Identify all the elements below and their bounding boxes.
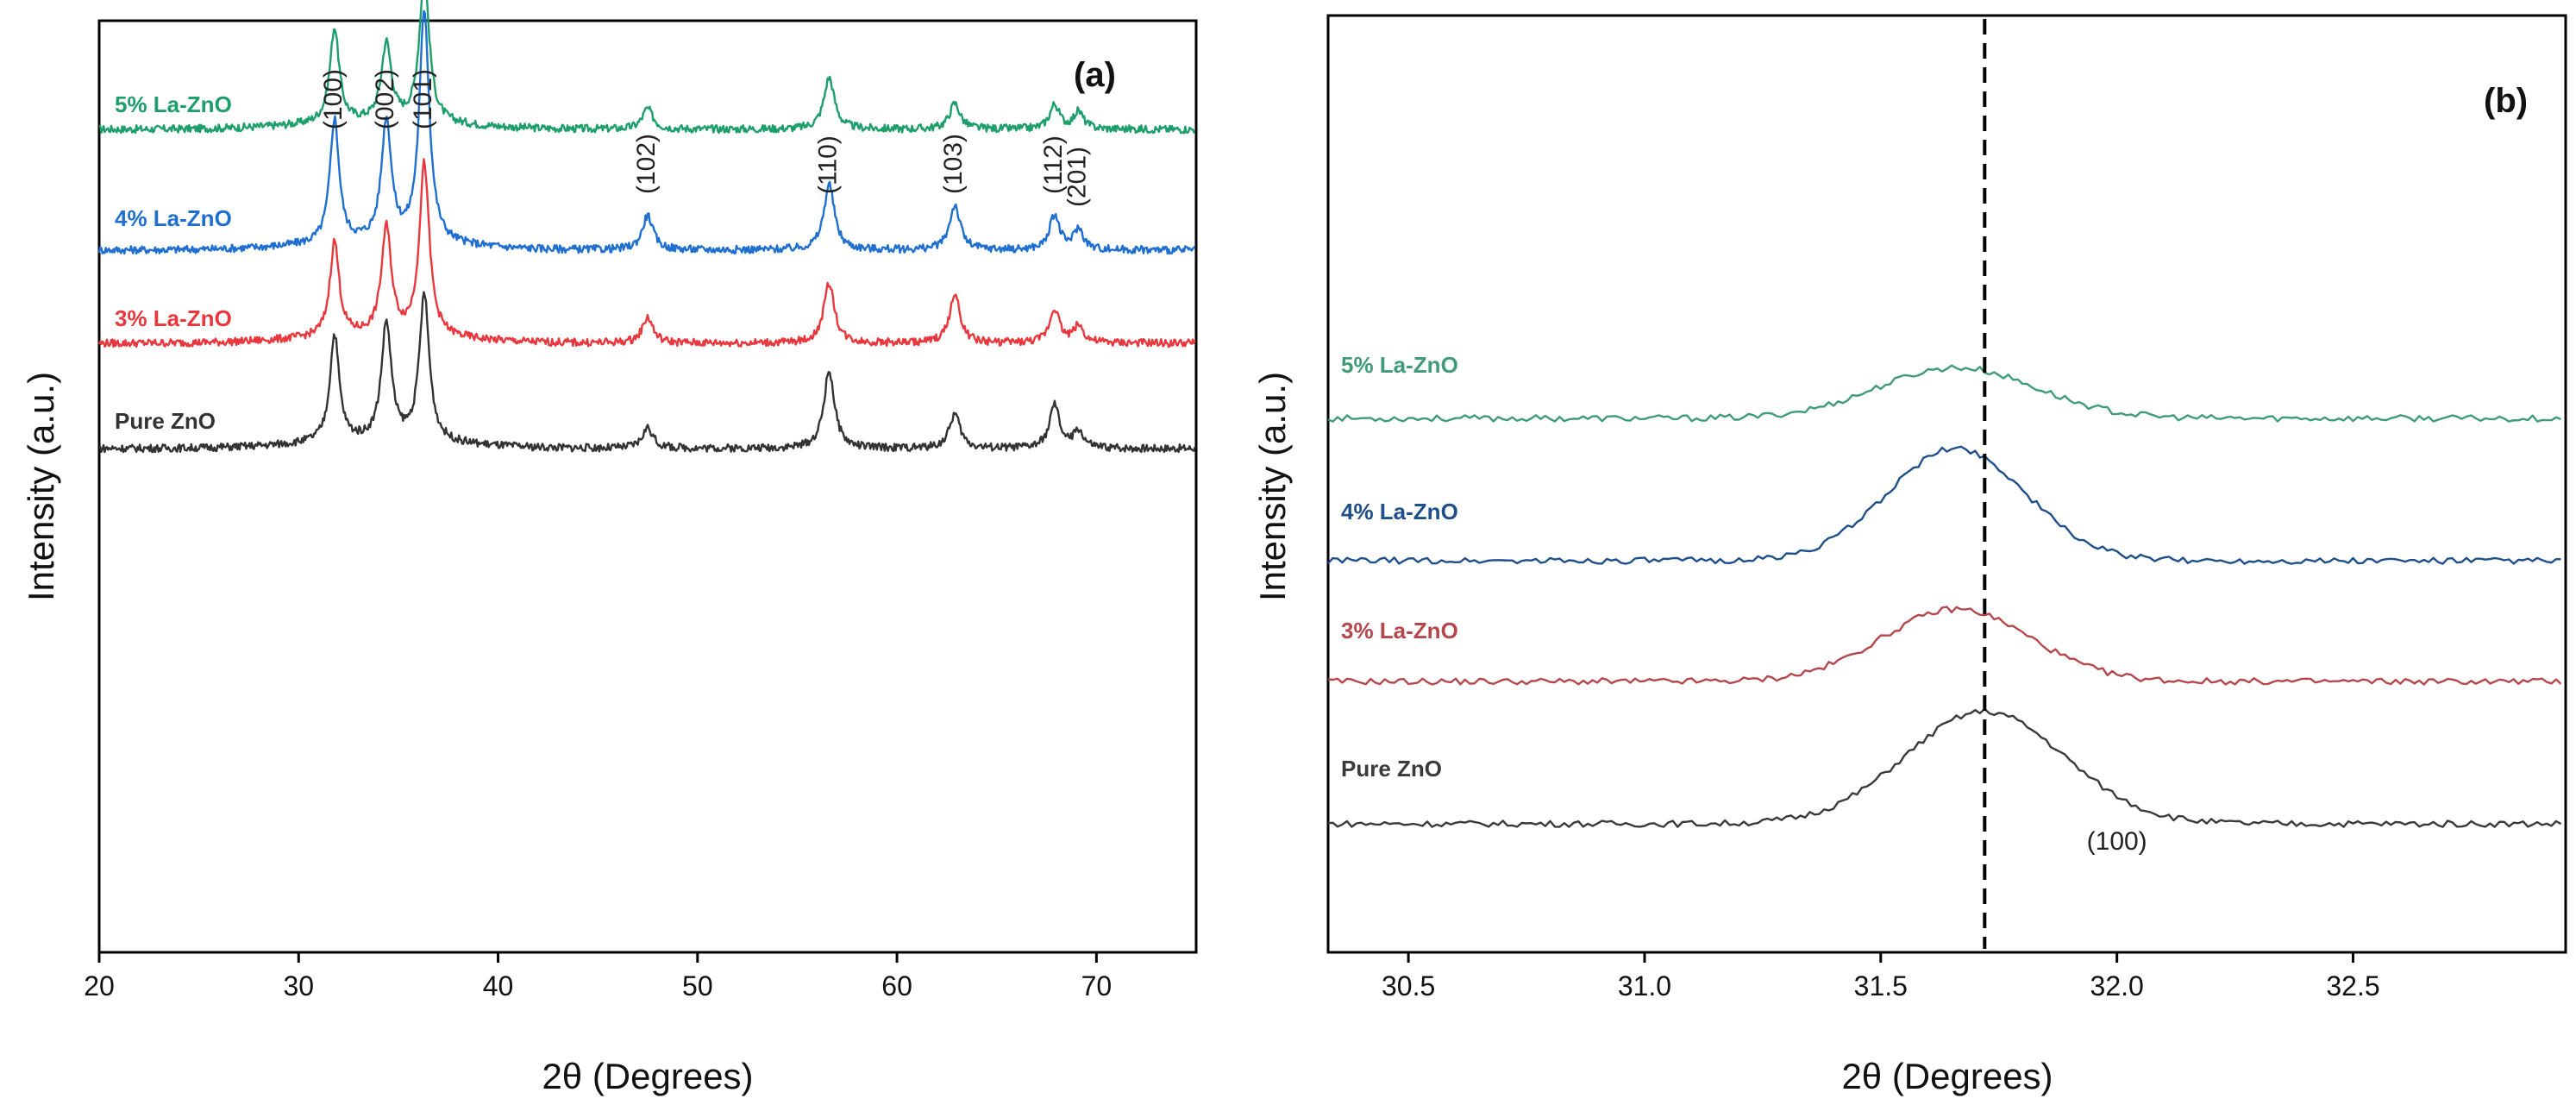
panel-a-x-ticks: 20 30 40 50 60 70 [84,952,1112,1001]
series-label-a-pure-zno: Pure ZnO [115,408,216,434]
peak-label-101: (101) [409,69,437,129]
x-tick-label-b-31: 31.0 [1618,970,1671,1001]
peak-label-002: (002) [371,69,399,129]
series-label-a-5pct-la-zno: 5% La-ZnO [115,91,232,117]
trace-b-3pct-la-zno [1327,606,2562,686]
series-label-b-pure-zno: Pure ZnO [1341,756,1442,782]
panel-b-x-ticks: 30.5 31.0 31.5 32.0 32.5 [1382,952,2380,1001]
trace-b-pure-zno [1327,707,2562,828]
x-tick-label-a-40: 40 [483,970,514,1001]
series-label-b-4pct-la-zno: 4% La-ZnO [1341,499,1458,524]
panel-a-frame [97,19,1198,954]
panel-a-label: (a) [1074,56,1116,94]
trace-a-3pct-la-zno [97,158,1196,348]
peak-label-201: (201) [1063,147,1092,207]
x-tick-label-b-32: 32.0 [2090,970,2144,1001]
panel-b: 30.5 31.0 31.5 32.0 32.5 5% La-ZnO 4% La-ZnO 3… [1252,14,2567,1096]
x-tick-label-b-30.5: 30.5 [1382,970,1435,1001]
series-label-a-4pct-la-zno: 4% La-ZnO [115,205,232,231]
panel-a-series-labels: 5% La-ZnO 4% La-ZnO 3% La-ZnO Pure ZnO [115,91,232,434]
x-tick-label-a-30: 30 [283,970,314,1001]
series-label-b-5pct-la-zno: 5% La-ZnO [1341,352,1458,378]
series-label-a-3pct-la-zno: 3% La-ZnO [115,305,232,331]
panel-a-traces [97,0,1196,454]
panel-b-series-labels: 5% La-ZnO 4% La-ZnO 3% La-ZnO Pure ZnO [1341,352,1458,782]
trace-b-4pct-la-zno [1327,445,2561,565]
peak-label-102: (102) [632,134,661,194]
panel-b-annotation: (100) [2087,827,2147,856]
trace-b-5pct-la-zno [1327,364,2561,423]
peak-label-110: (110) [813,135,842,194]
panel-b-label: (b) [2484,82,2528,120]
peak-label-112: (112) [1039,135,1068,194]
x-tick-label-a-70: 70 [1081,970,1113,1001]
panel-a-x-axis-title: 2θ (Degrees) [542,1056,753,1096]
panel-a-y-axis-title: Intensity (a.u.) [21,372,61,601]
panel-b-x-axis-title: 2θ (Degrees) [1841,1056,2053,1096]
peak-label-100: (100) [319,69,348,129]
series-label-b-3pct-la-zno: 3% La-ZnO [1341,618,1458,644]
x-tick-label-b-32.5: 32.5 [2326,970,2379,1001]
panel-a-peak-labels: (100) (002) (101) (102) (110) (103) (112)(201) [319,69,1092,207]
peak-label-103: (103) [939,134,968,194]
x-tick-label-a-20: 20 [84,970,115,1001]
panel-b-traces [1327,364,2562,828]
trace-a-4pct-la-zno [97,9,1196,255]
x-tick-label-b-31.5: 31.5 [1854,970,1908,1001]
panel-b-frame [1326,14,2567,954]
x-tick-label-a-60: 60 [881,970,912,1001]
trace-a-pure-zno [98,291,1196,454]
trace-a-5pct-la-zno [98,0,1196,135]
panel-b-y-axis-title: Intensity (a.u.) [1252,372,1293,601]
panel-a: 20 30 40 50 60 70 (100) (002) (101)(102) (110) (1… [21,0,1198,1096]
x-tick-label-a-50: 50 [682,970,713,1001]
